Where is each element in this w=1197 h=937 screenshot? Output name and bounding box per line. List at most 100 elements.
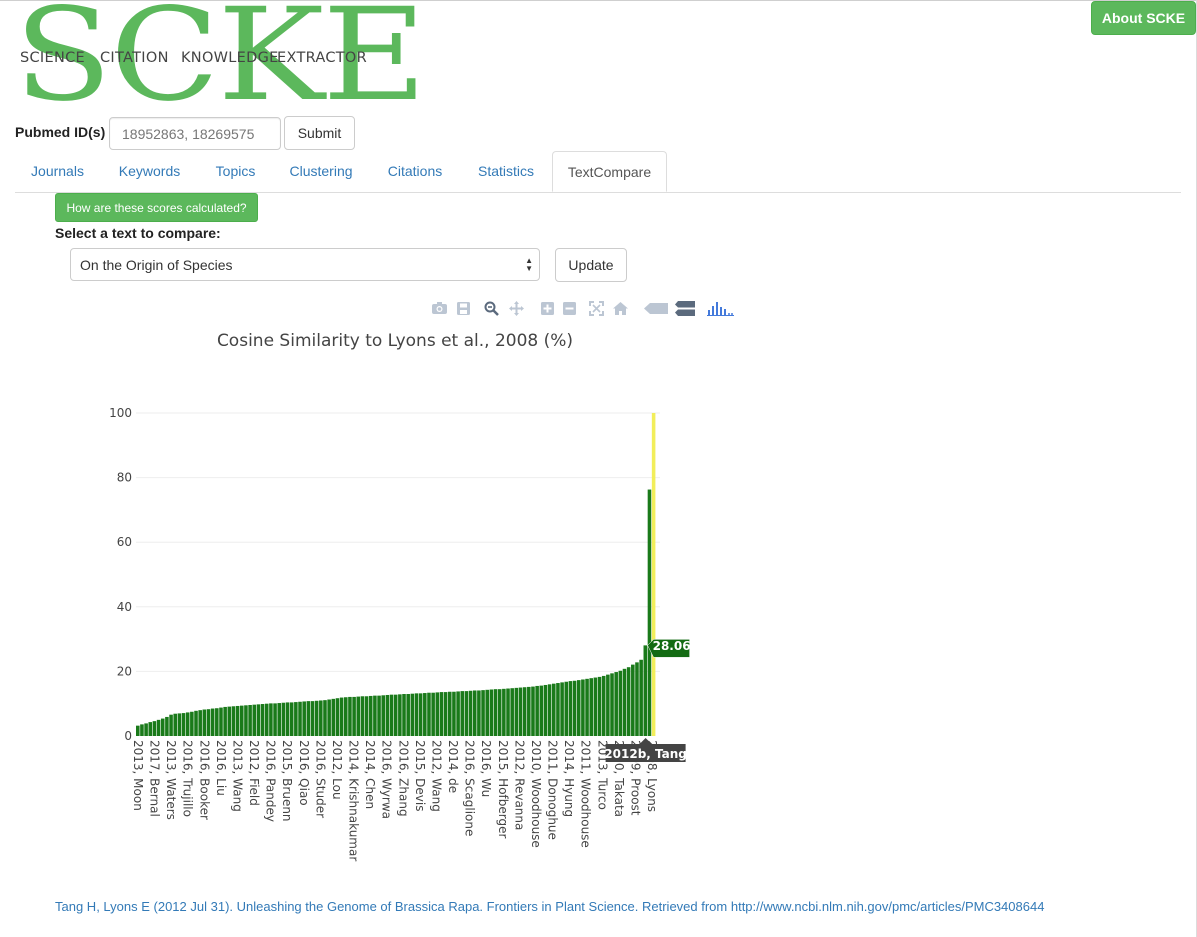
bar[interactable] [418,693,423,736]
bar[interactable] [497,689,502,736]
bar[interactable] [639,659,643,736]
bar[interactable] [339,697,344,736]
bar[interactable] [472,690,477,736]
bar[interactable] [389,694,394,736]
bar[interactable] [643,645,648,736]
bar[interactable] [568,681,573,736]
bar[interactable] [435,692,440,736]
bar[interactable] [240,705,244,736]
bar[interactable] [277,703,281,736]
bar[interactable] [576,680,581,736]
bar[interactable] [393,694,398,736]
bar[interactable] [373,695,377,737]
bar-highlight[interactable] [651,413,656,736]
bar[interactable] [173,713,177,736]
bar[interactable] [593,677,598,736]
tab-citations[interactable]: Citations [387,163,443,179]
bar[interactable] [190,711,194,736]
bar[interactable] [647,489,652,736]
bar[interactable] [622,668,627,736]
bar[interactable] [518,687,523,736]
zoom-in-icon[interactable] [538,298,556,318]
bar[interactable] [477,690,481,736]
bar[interactable] [423,693,427,736]
bar[interactable] [356,696,361,736]
bar[interactable] [281,702,286,736]
text-compare-select[interactable]: On the Origin of Species ▲ ▼ [70,248,540,281]
bar[interactable] [535,685,539,736]
camera-icon[interactable] [430,298,448,318]
bar[interactable] [310,701,315,736]
bar[interactable] [514,687,519,736]
hover-closest-icon[interactable] [643,298,669,318]
bar[interactable] [572,680,577,736]
bar[interactable] [348,696,352,736]
bar[interactable] [606,674,610,736]
bar[interactable] [269,703,273,736]
bar[interactable] [539,685,544,736]
bar[interactable] [206,709,211,736]
tab-statistics[interactable]: Statistics [477,163,534,179]
bar[interactable] [156,719,161,736]
tab-clustering[interactable]: Clustering [289,163,353,179]
bar[interactable] [626,667,631,736]
bar[interactable] [289,702,294,736]
how-scores-calculated-button[interactable]: How are these scores calculated? [55,193,258,222]
bar[interactable] [493,689,498,736]
bar[interactable] [406,694,410,736]
bar[interactable] [181,713,186,736]
bar[interactable] [302,701,306,736]
bar[interactable] [468,690,473,736]
bar[interactable] [235,705,240,736]
tab-topics[interactable]: Topics [215,163,256,179]
bar[interactable] [327,699,331,737]
tab-keywords[interactable]: Keywords [118,163,181,179]
bar[interactable] [294,702,298,736]
bar[interactable] [344,697,348,736]
bar[interactable] [260,704,265,736]
bar[interactable] [452,691,456,736]
zoom-icon[interactable] [482,298,500,318]
bar[interactable] [464,691,469,736]
bar[interactable] [581,679,585,736]
bar[interactable] [165,716,169,736]
bar[interactable] [531,686,535,736]
bar[interactable] [160,718,165,736]
bar[interactable] [552,683,556,736]
update-button[interactable]: Update [555,248,627,282]
bar[interactable] [456,691,460,736]
bar[interactable] [589,678,593,736]
bar[interactable] [314,700,319,736]
bar[interactable] [364,696,369,736]
bar[interactable] [506,688,510,736]
bar[interactable] [414,693,419,736]
bar[interactable] [198,710,202,736]
bar[interactable] [223,706,227,736]
plotly-logo-icon[interactable] [706,298,734,318]
bar[interactable] [381,695,385,736]
bar[interactable] [481,690,485,736]
bar[interactable] [273,703,277,736]
citation-link[interactable]: Tang H, Lyons E (2012 Jul 31). Unleashin… [55,899,1045,914]
reset-axes-icon[interactable] [611,298,629,318]
bar[interactable] [398,694,402,736]
bar[interactable] [460,691,465,736]
bar[interactable] [202,709,207,736]
bar[interactable] [564,681,569,736]
bar[interactable] [585,678,589,736]
bar[interactable] [252,704,257,736]
bar[interactable] [323,700,327,736]
bar[interactable] [144,723,148,736]
bar[interactable] [556,683,560,736]
bar[interactable] [306,701,311,736]
about-scke-button[interactable]: About SCKE [1091,1,1196,35]
bar[interactable] [631,664,635,736]
bar[interactable] [502,688,506,736]
save-icon[interactable] [454,298,472,318]
bar[interactable] [427,692,431,736]
bar[interactable] [215,708,219,736]
bar[interactable] [140,724,144,736]
submit-button[interactable]: Submit [284,116,355,150]
bar[interactable] [360,696,365,736]
zoom-out-icon[interactable] [560,298,578,318]
